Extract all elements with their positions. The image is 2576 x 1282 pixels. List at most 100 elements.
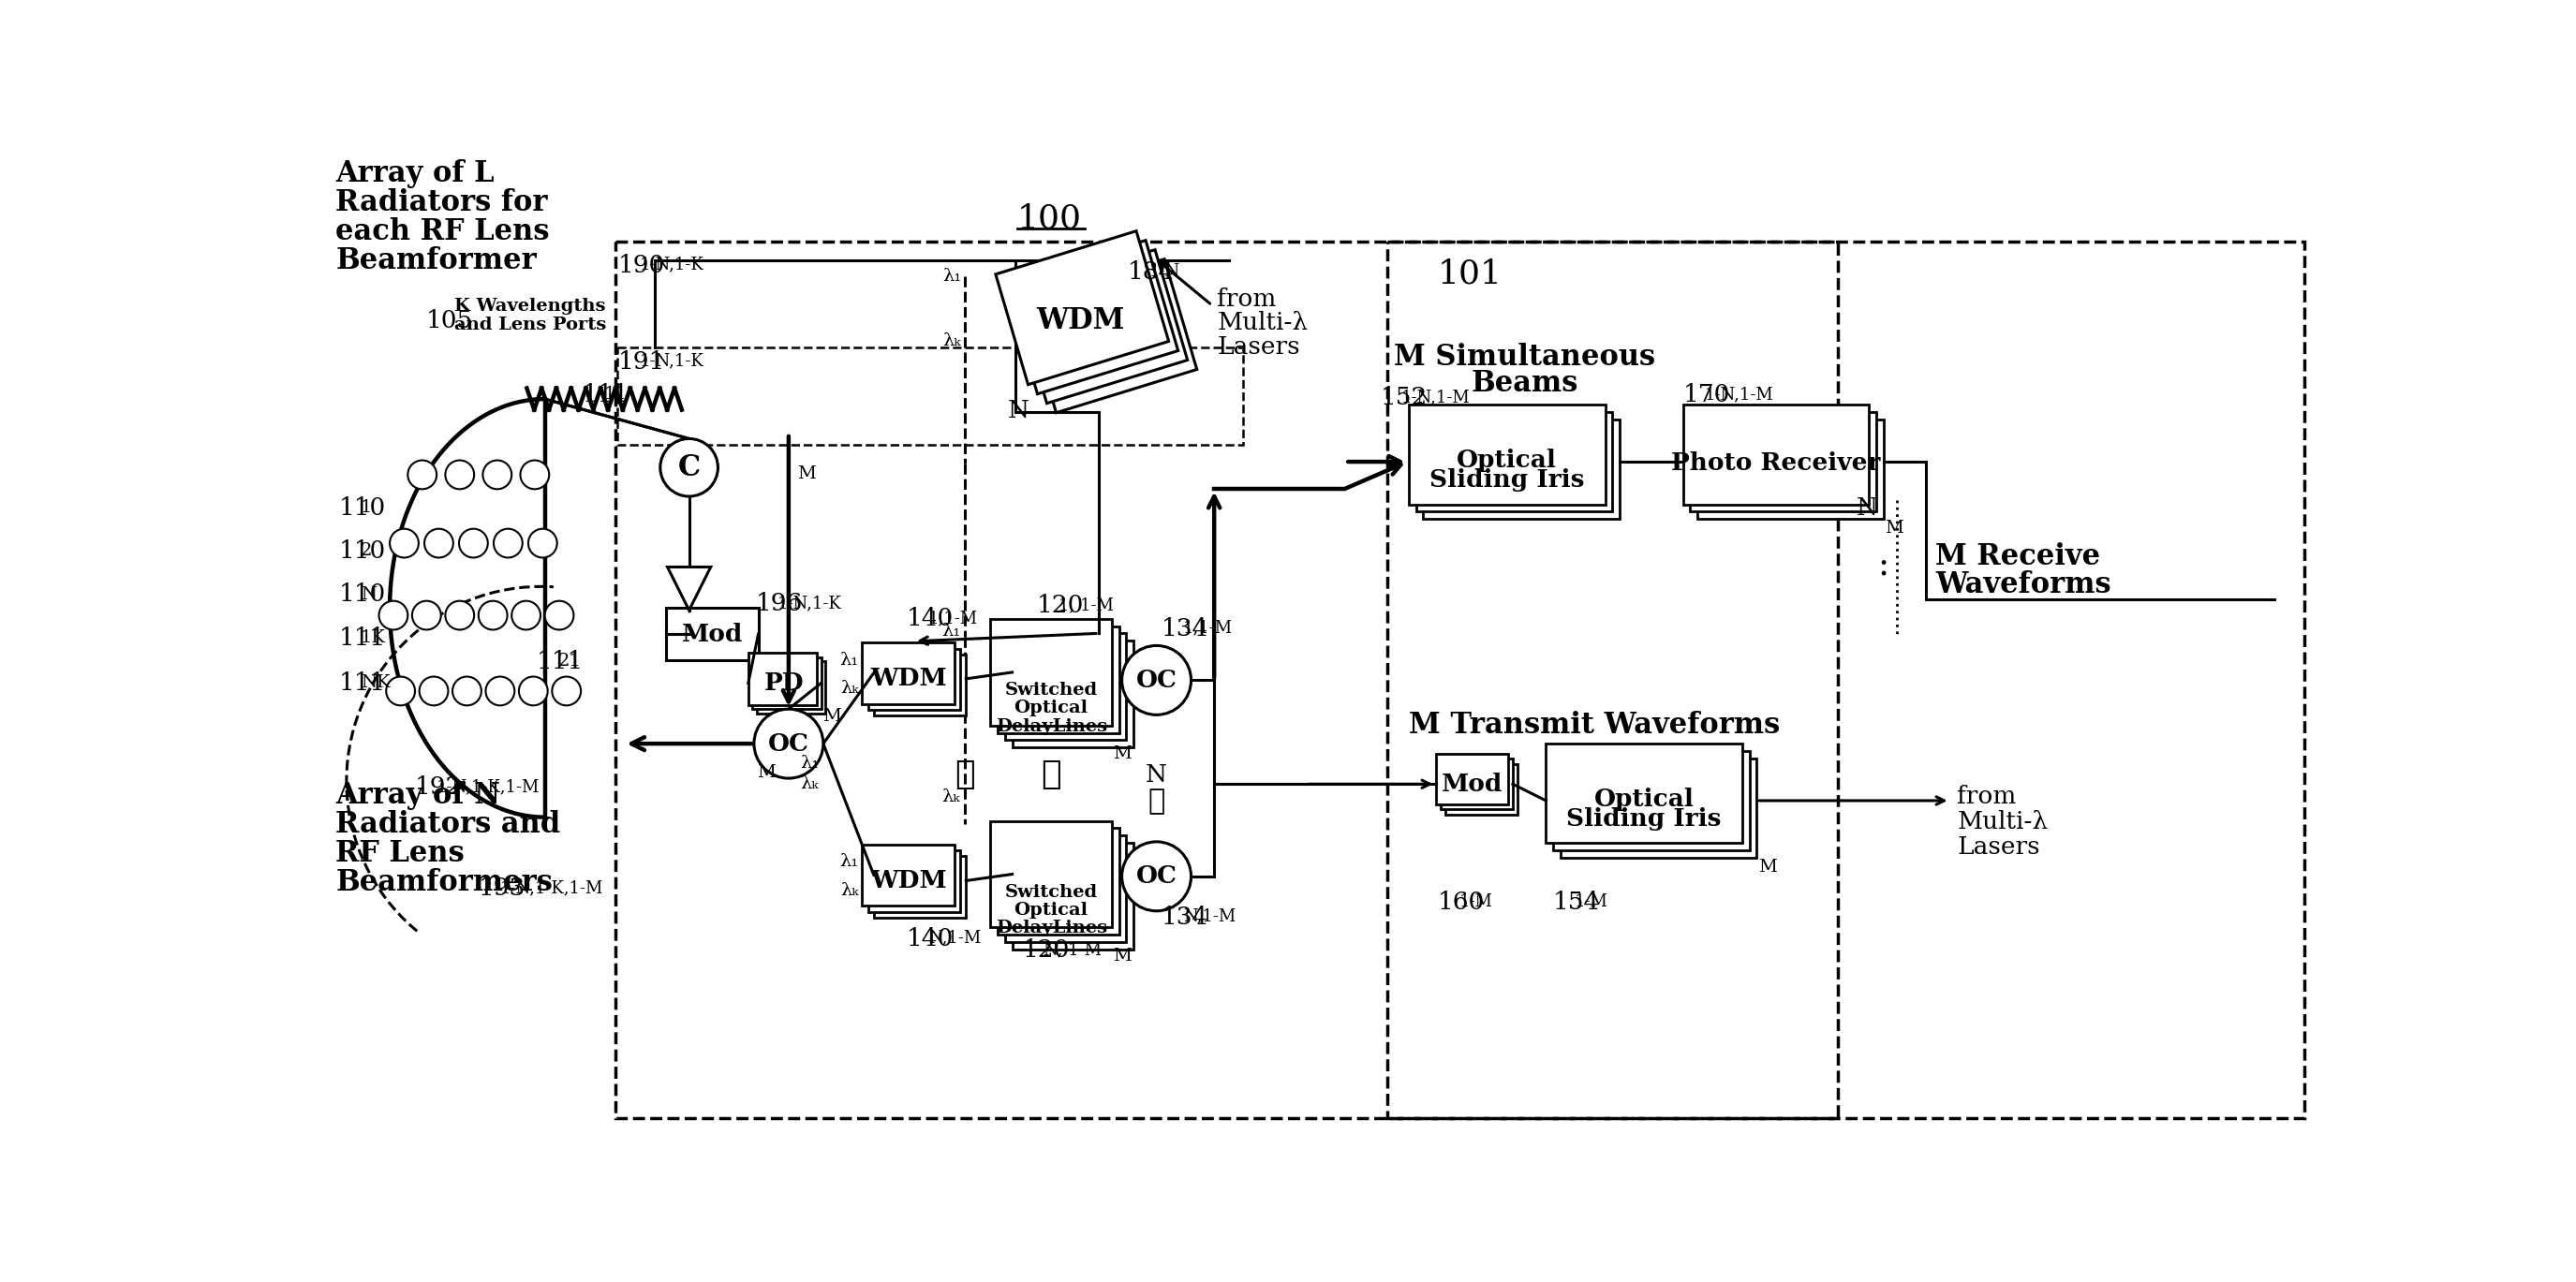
Text: Optical: Optical [1015,901,1087,919]
Circle shape [551,677,580,705]
Circle shape [479,601,507,629]
Text: M: M [757,764,775,781]
Circle shape [389,528,417,558]
Text: Array of N: Array of N [335,781,500,810]
Text: Waveforms: Waveforms [1935,570,2112,600]
Text: λₖ: λₖ [840,681,858,697]
Circle shape [1123,842,1190,912]
Text: DelayLines: DelayLines [994,718,1108,735]
Circle shape [546,601,574,629]
Circle shape [379,601,407,629]
Text: 1, 1-M: 1, 1-M [1059,596,1113,613]
Text: λₖ: λₖ [801,776,819,792]
Circle shape [495,528,523,558]
Text: 1-N,1-K,1-M: 1-N,1-K,1-M [435,778,541,795]
Text: OC: OC [1136,864,1177,888]
Bar [1417,412,1613,512]
Bar [752,658,822,709]
Text: Lasers: Lasers [1958,836,2040,859]
Text: 120: 120 [1036,594,1084,617]
Text: λ₁: λ₁ [840,854,858,870]
Text: Lasers: Lasers [1216,335,1301,358]
Text: RF Lens: RF Lens [335,838,464,868]
Bar [868,850,961,912]
Text: 196: 196 [755,592,804,615]
Text: 160: 160 [1437,891,1484,914]
Text: M Simultaneous: M Simultaneous [1394,342,1654,372]
Text: Radiators and: Radiators and [335,810,562,838]
Circle shape [755,709,824,778]
Bar [1005,836,1126,942]
Circle shape [487,677,515,705]
Circle shape [446,460,474,490]
Text: Multi-λ: Multi-λ [1958,810,2048,833]
Text: 111: 111 [340,672,386,695]
Text: 152: 152 [1381,386,1427,409]
Text: and Lens Ports: and Lens Ports [453,317,608,333]
Text: ⋮: ⋮ [956,758,974,790]
Text: Optical: Optical [1458,449,1556,472]
Text: M: M [799,465,817,482]
Text: OC: OC [768,732,809,755]
Text: 1-N,1-M: 1-N,1-M [1705,386,1772,403]
Bar [873,654,966,715]
Text: M: M [822,708,842,724]
Bar [1440,759,1512,809]
Bar [1388,242,2306,1118]
Text: N,1-M: N,1-M [1182,908,1236,924]
Bar [868,649,961,710]
Bar [992,619,1113,726]
Text: 110: 110 [340,540,386,563]
Text: M: M [1113,947,1131,964]
Text: Sliding Iris: Sliding Iris [1430,468,1584,491]
Text: 191: 191 [618,350,665,373]
Circle shape [453,677,482,705]
Text: N: N [361,586,376,603]
Text: 192: 192 [415,776,461,799]
Bar [1698,419,1883,519]
Text: λ₁: λ₁ [840,651,858,668]
Bar [1561,758,1757,858]
Bar [1445,764,1517,814]
Text: 101: 101 [1437,259,1502,290]
Text: 1-N,1-K: 1-N,1-K [639,353,703,369]
Text: Switched: Switched [1005,682,1097,699]
Text: M: M [1757,859,1777,876]
Bar [1425,419,1620,519]
Bar [757,662,824,713]
Circle shape [425,528,453,558]
Text: 111: 111 [536,650,582,673]
Text: Beams: Beams [1471,369,1579,397]
Text: 105: 105 [425,309,474,332]
Circle shape [407,460,435,490]
Bar [1409,405,1605,504]
Text: WDM: WDM [1036,306,1126,336]
Bar [1005,633,1126,740]
Polygon shape [667,567,711,610]
Text: 1-N,1-K: 1-N,1-K [778,595,842,612]
Text: 110: 110 [340,583,386,606]
Polygon shape [994,231,1170,385]
Text: NK: NK [361,674,389,691]
Circle shape [459,528,487,558]
Text: λ₁: λ₁ [943,268,961,285]
Bar [616,242,1839,1118]
Text: Switched: Switched [1005,883,1097,901]
Circle shape [659,438,719,496]
Text: M: M [1113,746,1131,763]
Bar [1553,751,1749,850]
Circle shape [446,601,474,629]
Text: Optical: Optical [1015,700,1087,717]
Bar [667,608,757,660]
Polygon shape [1023,259,1198,413]
Text: DelayLines: DelayLines [994,920,1108,937]
Bar [863,642,956,704]
Bar [1546,744,1741,844]
Polygon shape [1015,250,1188,404]
Circle shape [513,601,541,629]
Text: Beamformer: Beamformer [335,246,536,276]
Text: 1K: 1K [361,629,386,646]
Bar [992,820,1113,928]
Text: 140: 140 [907,927,953,950]
Text: 1-N,1-K: 1-N,1-K [639,256,703,273]
